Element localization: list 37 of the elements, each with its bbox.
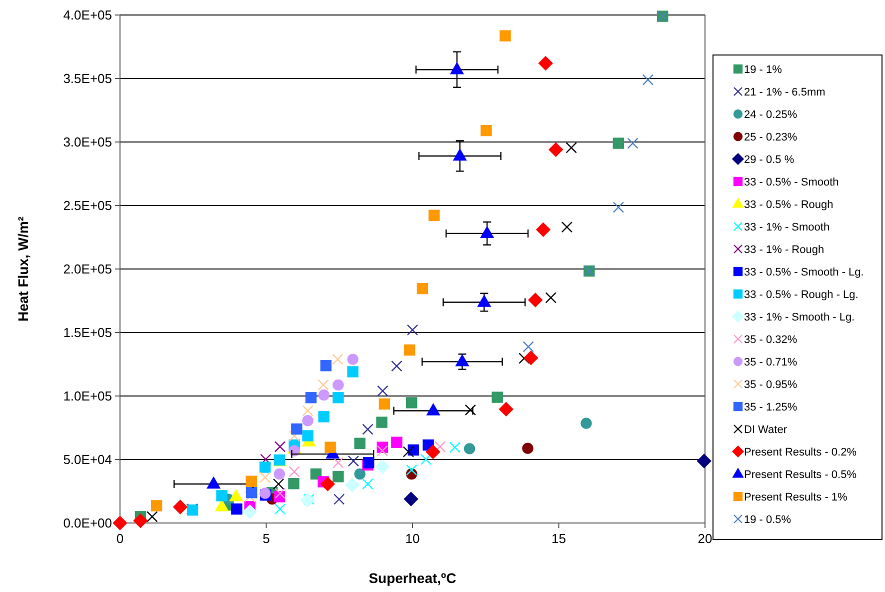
legend-label: 19 - 1%: [744, 64, 782, 76]
legend-label: 33 - 0.5% - Rough: [744, 198, 834, 211]
legend-label: 33 - 1% - Smooth: [744, 221, 830, 234]
x-tick-label: 20: [698, 531, 712, 546]
legend-label: 35 - 0.32%: [744, 334, 798, 346]
legend-label: 35 - 0.95%: [744, 378, 798, 391]
y-tick-label: 0.0E+00: [63, 516, 112, 531]
y-axis-title: Heat Flux, W/m²: [15, 216, 31, 322]
y-tick-label: 1.0E+05: [63, 388, 112, 404]
y-tick-label: 2.5E+05: [63, 198, 112, 214]
legend-label: 33 - 1% - Smooth - Lg.: [744, 311, 855, 324]
y-tick-label: 4.0E+05: [63, 8, 112, 23]
y-tick-label: 1.5E+05: [63, 325, 112, 340]
x-tick-label: 5: [262, 531, 270, 546]
legend-label: 35 - 1.25%: [744, 401, 798, 414]
x-tick-label: 0: [116, 531, 124, 546]
legend-label: 25 - 0.23%: [744, 131, 798, 144]
legend-label: DI Water: [744, 424, 788, 436]
legend-label: Present Results - 1%: [744, 491, 848, 504]
legend-label: 29 - 0.5 %: [744, 154, 794, 166]
legend-label: 21 - 1% - 6.5mm: [744, 86, 826, 98]
y-tick-label: 3.0E+05: [63, 134, 112, 150]
legend-label: 33 - 0.5% - Smooth: [744, 176, 839, 188]
x-tick-label: 10: [405, 531, 420, 546]
legend-label: 19 - 0.5%: [744, 514, 792, 526]
x-axis-title: Superheat,ºC: [368, 570, 456, 586]
legend-label: Present Results - 0.5%: [744, 468, 857, 481]
legend-label: 33 - 1% - Rough: [744, 244, 824, 256]
y-tick-label: 5.0E+04: [63, 452, 112, 468]
y-tick-label: 3.5E+05: [63, 71, 112, 86]
legend-label: Present Results - 0.2%: [744, 446, 857, 458]
legend-label: 33 - 0.5% - Rough - Lg.: [744, 288, 858, 301]
legend-label: 35 - 0.71%: [744, 356, 798, 368]
y-tick-label: 2.0E+05: [63, 262, 112, 277]
x-tick-label: 15: [552, 531, 566, 546]
legend-label: 33 - 0.5% - Smooth - Lg.: [744, 266, 864, 278]
legend-label: 24 - 0.25%: [744, 108, 798, 121]
